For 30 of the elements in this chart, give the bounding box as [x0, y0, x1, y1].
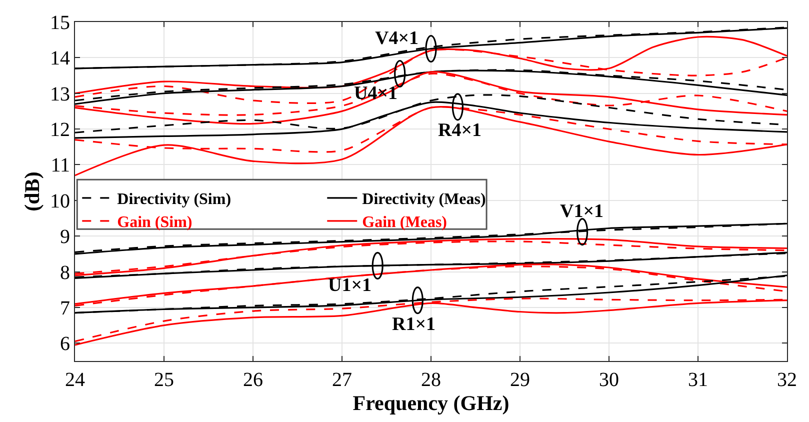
x-tick-label: 30 — [599, 369, 619, 391]
legend-label: Gain (Sim) — [117, 214, 192, 232]
annotation: V1×1 — [560, 201, 604, 222]
y-tick-label: 9 — [60, 226, 70, 248]
y-tick-label: 13 — [50, 83, 70, 106]
y-tick-label: 7 — [60, 297, 70, 320]
x-axis-title: Frequency (GHz) — [352, 391, 510, 415]
y-tick-label: 10 — [50, 190, 70, 212]
annotation: R4×1 — [438, 120, 482, 141]
x-tick-label: 31 — [688, 369, 708, 391]
x-tick-label: 27 — [332, 369, 352, 391]
x-tick-label: 28 — [421, 369, 441, 391]
x-tick-label: 24 — [65, 369, 85, 391]
legend-label: Directivity (Sim) — [117, 191, 232, 208]
y-axis-title: (dB) — [20, 172, 44, 212]
y-tick-label: 8 — [60, 262, 70, 284]
x-tick-label: 32 — [777, 369, 797, 391]
x-tick-label: 26 — [243, 369, 263, 391]
x-tick-label: 25 — [154, 369, 174, 391]
x-tick-label: 29 — [510, 369, 530, 391]
y-tick-label: 12 — [50, 119, 70, 142]
legend-label: Directivity (Meas) — [362, 191, 486, 208]
legend-label: Gain (Meas) — [362, 214, 448, 232]
y-tick-label: 11 — [50, 154, 70, 177]
annotation: V4×1 — [375, 28, 419, 49]
annotation: R1×1 — [392, 314, 436, 335]
annotation: U1×1 — [328, 275, 372, 296]
y-tick-label: 14 — [50, 48, 70, 70]
y-tick-label: 15 — [50, 12, 70, 34]
y-tick-label: 6 — [60, 333, 70, 356]
